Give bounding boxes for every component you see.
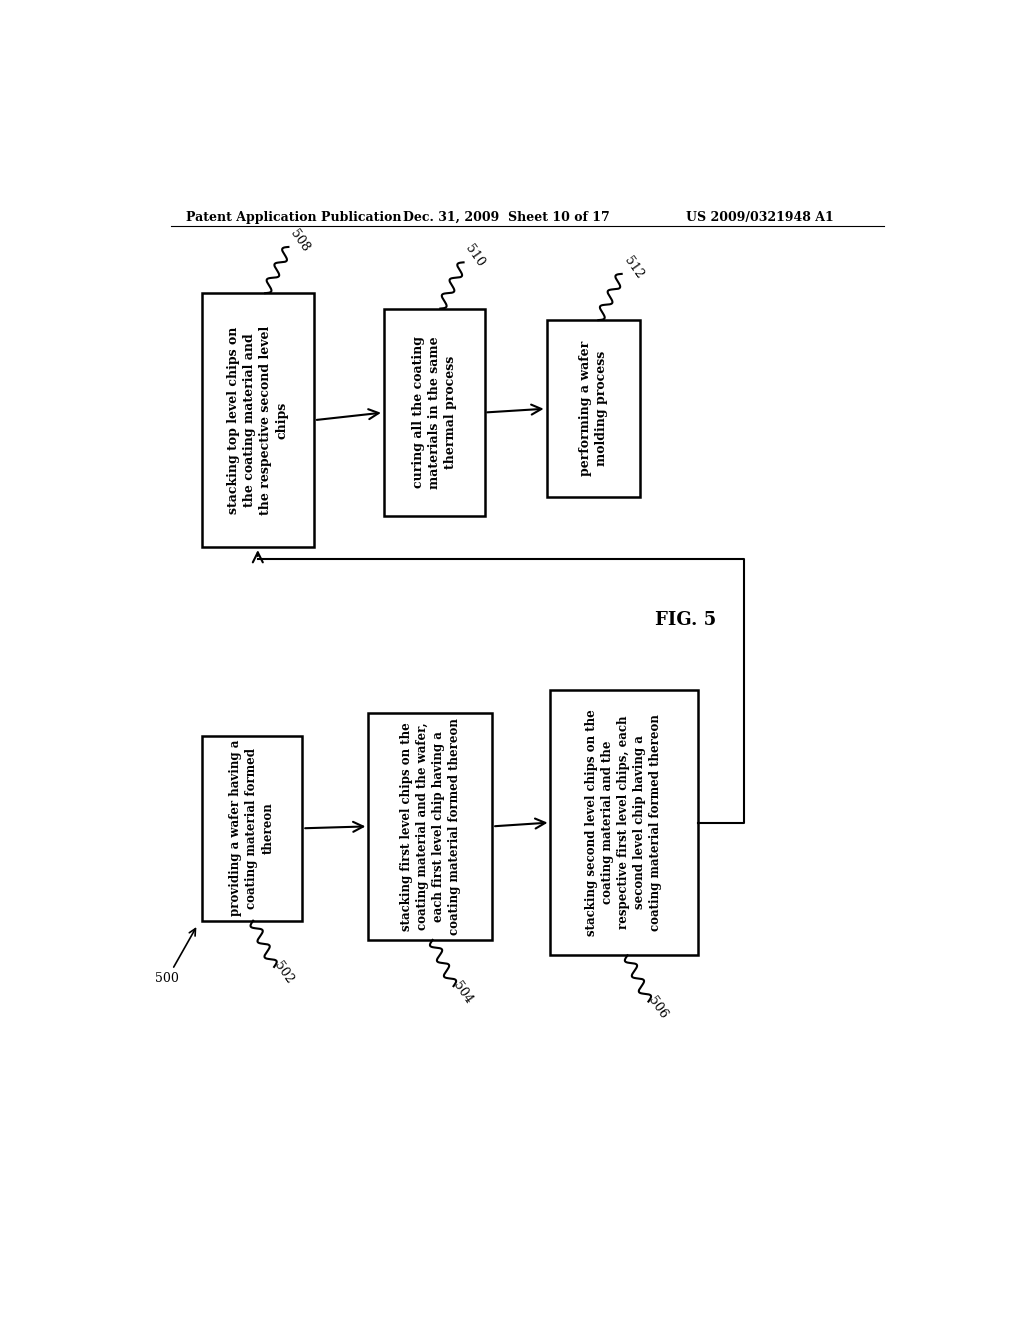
Bar (202, 293, 314, 548)
Text: stacking top level chips on
the coating material and
the respective second level: stacking top level chips on the coating … (227, 326, 289, 515)
Text: Dec. 31, 2009  Sheet 10 of 17: Dec. 31, 2009 Sheet 10 of 17 (403, 211, 610, 224)
Text: stacking first level chips on the
coating material and the wafer,
each first lev: stacking first level chips on the coatin… (399, 718, 461, 935)
Bar (384, 309, 484, 516)
Bar (202, 737, 302, 921)
Text: Patent Application Publication: Patent Application Publication (186, 211, 401, 224)
Text: stacking second level chips on the
coating material and the
respective first lev: stacking second level chips on the coati… (586, 709, 663, 936)
Text: 502: 502 (271, 960, 296, 986)
Text: performing a wafer
molding process: performing a wafer molding process (579, 341, 607, 477)
Text: curing all the coating
materials in the same
thermal process: curing all the coating materials in the … (412, 337, 457, 488)
Text: 504: 504 (451, 979, 475, 1006)
Text: FIG. 5: FIG. 5 (655, 611, 717, 630)
Text: 512: 512 (622, 255, 645, 281)
Bar (369, 713, 493, 940)
Text: 510: 510 (463, 243, 487, 269)
Bar (550, 689, 697, 956)
Text: US 2009/0321948 A1: US 2009/0321948 A1 (686, 211, 834, 224)
Text: 506: 506 (645, 994, 670, 1022)
Text: 508: 508 (288, 227, 312, 255)
Text: providing a wafer having a
coating material formed
thereon: providing a wafer having a coating mater… (229, 741, 274, 916)
Bar (547, 321, 640, 498)
Text: 500: 500 (155, 928, 196, 985)
